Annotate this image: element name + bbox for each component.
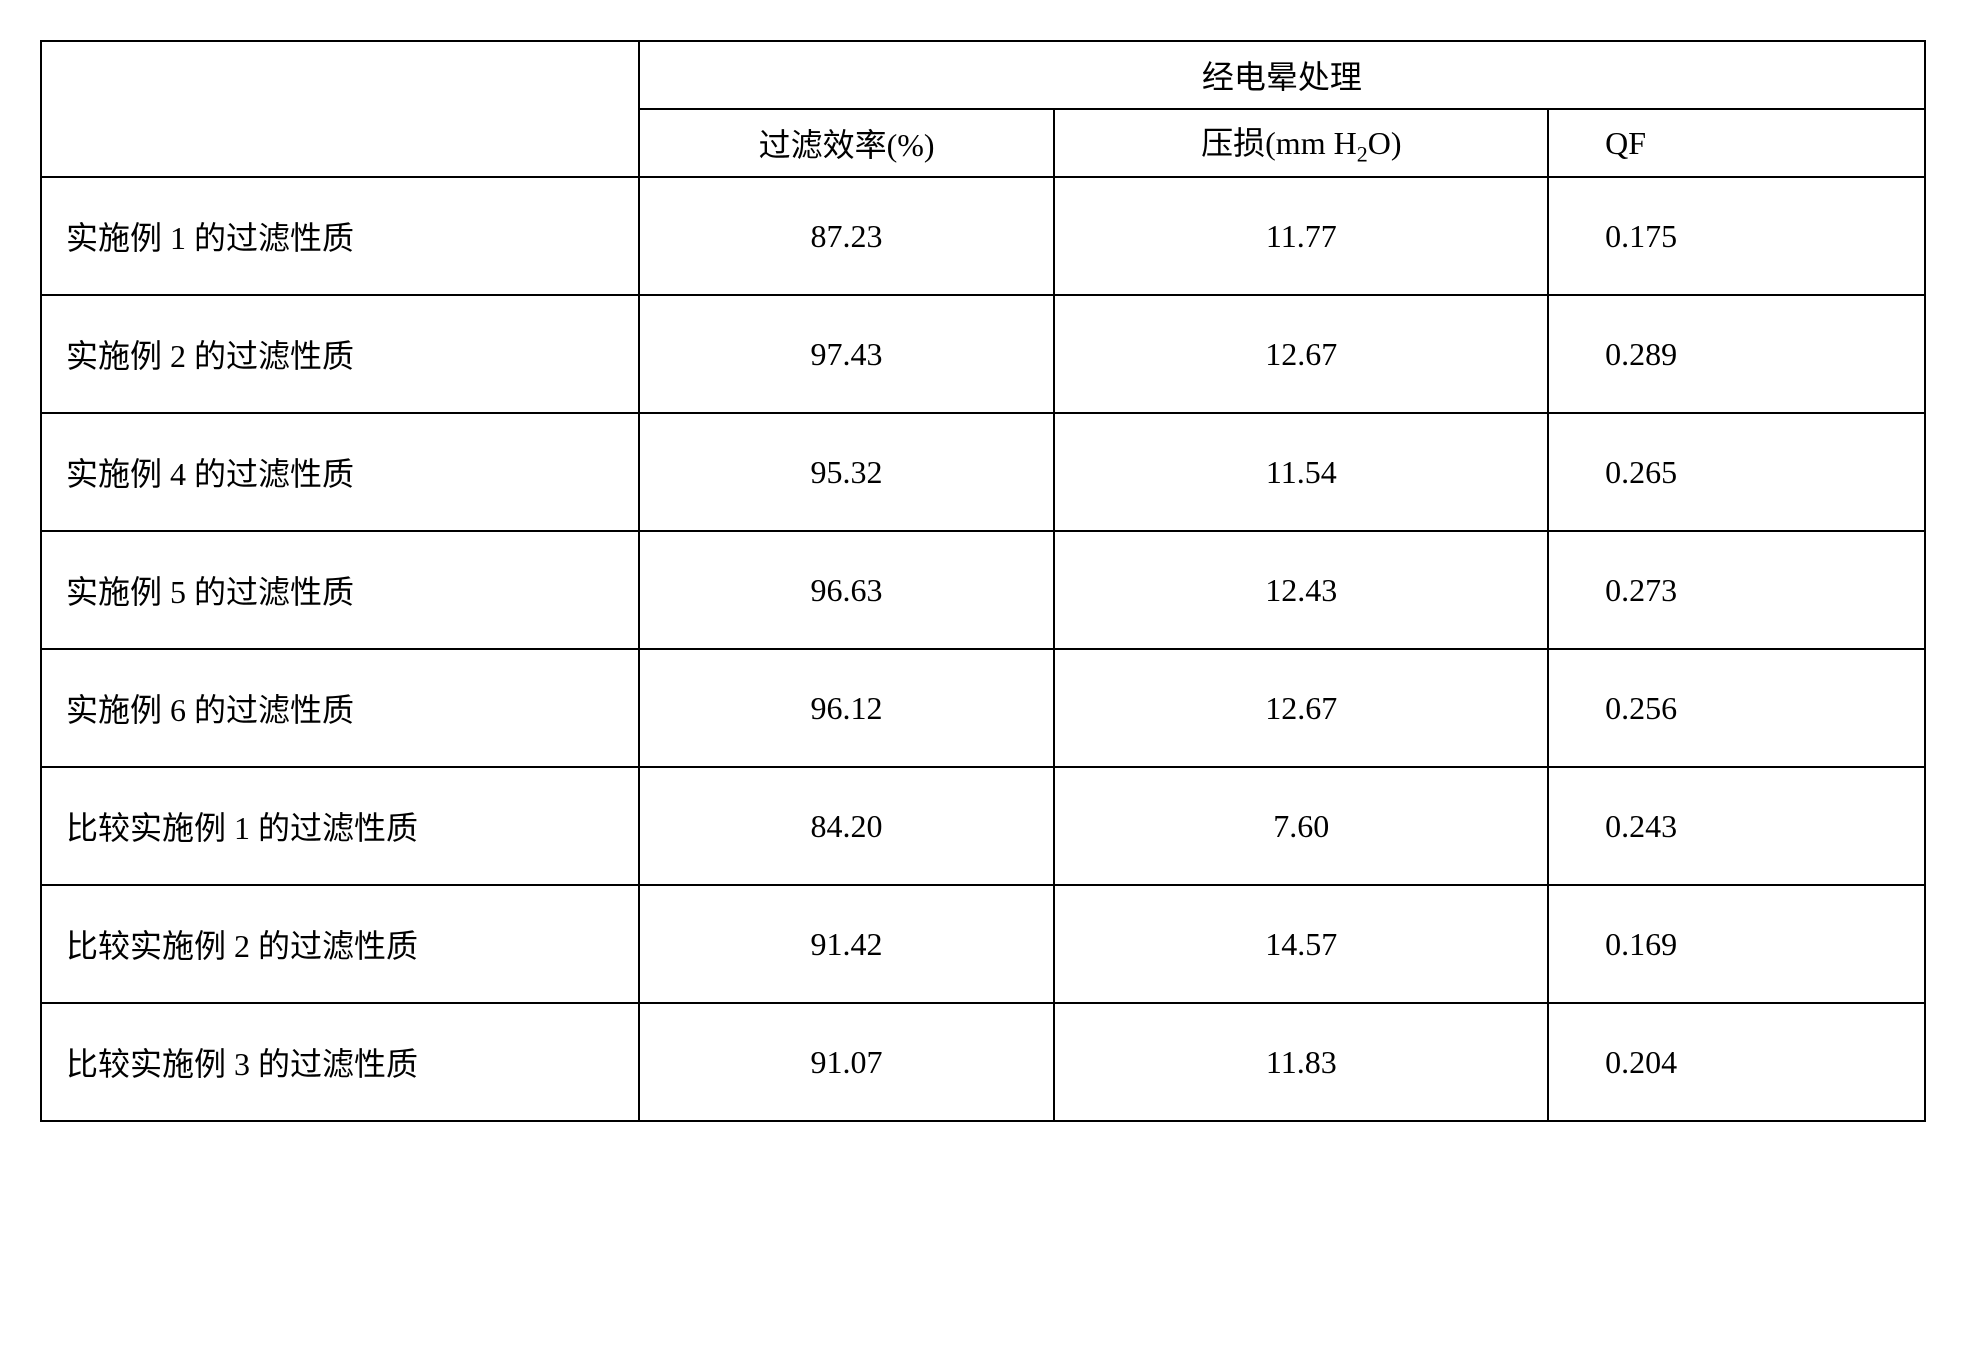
header-empty-cell — [41, 41, 639, 177]
row-efficiency: 91.07 — [639, 1003, 1055, 1121]
row-pressure: 12.67 — [1054, 649, 1548, 767]
row-efficiency: 87.23 — [639, 177, 1055, 295]
row-efficiency: 96.12 — [639, 649, 1055, 767]
row-efficiency: 97.43 — [639, 295, 1055, 413]
table-row: 比较实施例 3 的过滤性质 91.07 11.83 0.204 — [41, 1003, 1925, 1121]
row-efficiency: 84.20 — [639, 767, 1055, 885]
row-qf: 0.265 — [1548, 413, 1925, 531]
row-qf: 0.169 — [1548, 885, 1925, 1003]
row-label: 比较实施例 3 的过滤性质 — [41, 1003, 639, 1121]
header-pressure-prefix: 压损(mm H — [1201, 125, 1357, 161]
row-pressure: 11.54 — [1054, 413, 1548, 531]
row-qf: 0.243 — [1548, 767, 1925, 885]
row-pressure: 11.83 — [1054, 1003, 1548, 1121]
table-row: 实施例 1 的过滤性质 87.23 11.77 0.175 — [41, 177, 1925, 295]
row-label: 实施例 2 的过滤性质 — [41, 295, 639, 413]
row-label: 实施例 4 的过滤性质 — [41, 413, 639, 531]
header-pressure-sub: 2 — [1357, 142, 1368, 167]
row-label: 比较实施例 2 的过滤性质 — [41, 885, 639, 1003]
table-row: 实施例 2 的过滤性质 97.43 12.67 0.289 — [41, 295, 1925, 413]
header-filtration-efficiency: 过滤效率(%) — [639, 109, 1055, 177]
row-efficiency: 91.42 — [639, 885, 1055, 1003]
row-pressure: 14.57 — [1054, 885, 1548, 1003]
row-efficiency: 96.63 — [639, 531, 1055, 649]
row-qf: 0.256 — [1548, 649, 1925, 767]
table-row: 实施例 6 的过滤性质 96.12 12.67 0.256 — [41, 649, 1925, 767]
header-qf: QF — [1548, 109, 1925, 177]
row-qf: 0.204 — [1548, 1003, 1925, 1121]
row-pressure: 7.60 — [1054, 767, 1548, 885]
table-row: 比较实施例 2 的过滤性质 91.42 14.57 0.169 — [41, 885, 1925, 1003]
table-row: 比较实施例 1 的过滤性质 84.20 7.60 0.243 — [41, 767, 1925, 885]
filtration-table-container: 经电晕处理 过滤效率(%) 压损(mm H2O) QF 实施例 1 的过滤性质 … — [40, 40, 1926, 1122]
row-pressure: 11.77 — [1054, 177, 1548, 295]
table-row: 实施例 5 的过滤性质 96.63 12.43 0.273 — [41, 531, 1925, 649]
header-row-1: 经电晕处理 — [41, 41, 1925, 109]
row-qf: 0.289 — [1548, 295, 1925, 413]
header-pressure-drop: 压损(mm H2O) — [1054, 109, 1548, 177]
row-label: 比较实施例 1 的过滤性质 — [41, 767, 639, 885]
row-pressure: 12.43 — [1054, 531, 1548, 649]
row-label: 实施例 1 的过滤性质 — [41, 177, 639, 295]
row-qf: 0.175 — [1548, 177, 1925, 295]
row-label: 实施例 6 的过滤性质 — [41, 649, 639, 767]
row-efficiency: 95.32 — [639, 413, 1055, 531]
row-qf: 0.273 — [1548, 531, 1925, 649]
header-corona-treatment: 经电晕处理 — [639, 41, 1925, 109]
row-pressure: 12.67 — [1054, 295, 1548, 413]
table-row: 实施例 4 的过滤性质 95.32 11.54 0.265 — [41, 413, 1925, 531]
filtration-properties-table: 经电晕处理 过滤效率(%) 压损(mm H2O) QF 实施例 1 的过滤性质 … — [40, 40, 1926, 1122]
row-label: 实施例 5 的过滤性质 — [41, 531, 639, 649]
header-pressure-suffix: O) — [1368, 125, 1402, 161]
